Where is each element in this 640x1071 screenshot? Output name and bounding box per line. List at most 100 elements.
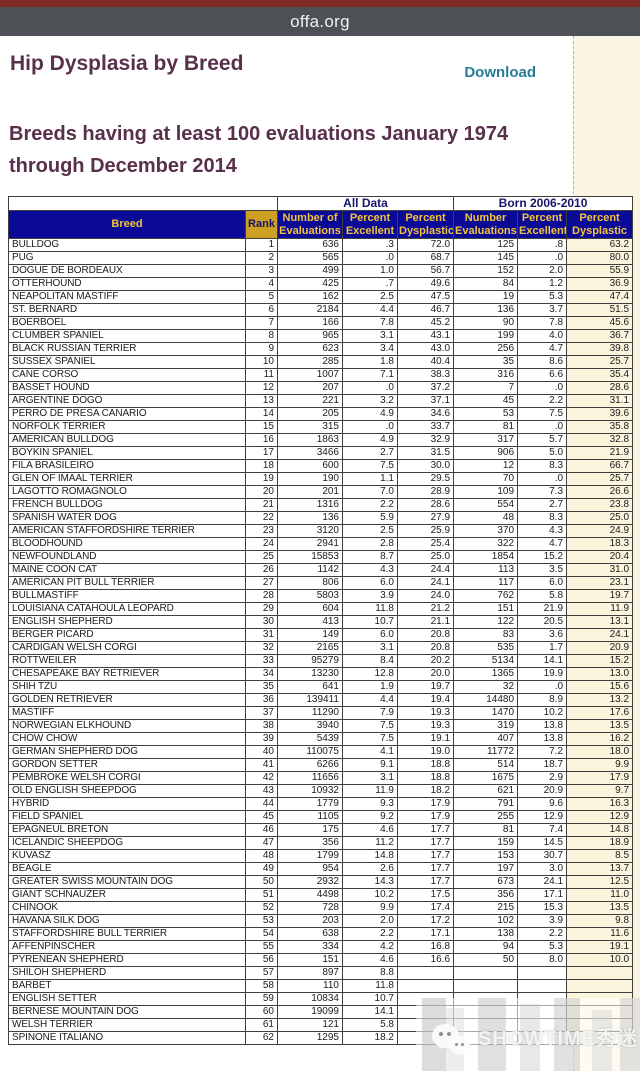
value-cell: 2.7	[517, 498, 568, 512]
breed-cell: BOERBOEL	[8, 316, 246, 330]
table-row: AMERICAN BULLDOG 16 1863 4.9 32.9 317 5.7 32.8	[8, 433, 634, 447]
breed-cell: GIANT SCHNAUZER	[8, 888, 246, 902]
value-cell: 27.9	[396, 511, 455, 525]
table-column-header-row: Breed Rank Number of Evaluations Percent…	[8, 210, 634, 239]
value-cell	[396, 966, 455, 980]
value-cell: 151	[277, 953, 343, 967]
value-cell: 6	[245, 303, 278, 317]
table-row: GIANT SCHNAUZER 51 4498 10.2 17.5 356 17.1 11.0	[8, 888, 634, 902]
value-cell: 151	[453, 602, 519, 616]
value-cell: 21	[245, 498, 278, 512]
value-cell: 125	[453, 238, 519, 252]
value-cell: 31.0	[566, 563, 634, 577]
table-caption: Breeds having at least 100 evaluations J…	[9, 123, 509, 177]
breed-cell: GORDON SETTER	[8, 758, 246, 772]
table-row: NORFOLK TERRIER 15 315.0 33.7 81.0 35.8	[8, 420, 634, 434]
value-cell: 197	[453, 862, 519, 876]
value-cell: 5.7	[517, 433, 568, 447]
value-cell: 5.3	[517, 940, 568, 954]
browser-url-bar[interactable]: offa.org	[0, 7, 640, 36]
breed-cell: CHINOOK	[8, 901, 246, 915]
value-cell: 72.0	[396, 238, 455, 252]
value-cell: 145	[453, 251, 519, 265]
breed-cell: BLACK RUSSIAN TERRIER	[8, 342, 246, 356]
value-cell: 7.5	[517, 407, 568, 421]
value-cell: .0	[342, 420, 398, 434]
value-cell: 19.3	[396, 706, 455, 720]
value-cell: 136	[277, 511, 343, 525]
breed-cell: CARDIGAN WELSH CORGI	[8, 641, 246, 655]
value-cell: 63.2	[566, 238, 634, 252]
value-cell: 565	[277, 251, 343, 265]
table-row: AMERICAN PIT BULL TERRIER 27 806 6.0 24.1 117…	[8, 576, 634, 590]
value-cell: 12.9	[517, 810, 568, 824]
value-cell: 19.4	[396, 693, 455, 707]
value-cell: 356	[277, 836, 343, 850]
value-cell: 4.3	[517, 524, 568, 538]
value-cell: 19.0	[396, 745, 455, 759]
value-cell: 12	[245, 381, 278, 395]
value-cell: 40.4	[396, 355, 455, 369]
value-cell: .0	[517, 381, 568, 395]
breed-cell: PYRENEAN SHEPHERD	[8, 953, 246, 967]
value-cell: 1470	[453, 706, 519, 720]
breed-cell: PEMBROKE WELSH CORGI	[8, 771, 246, 785]
breed-cell: LAGOTTO ROMAGNOLO	[8, 485, 246, 499]
breed-cell: PUG	[8, 251, 246, 265]
value-cell: 110075	[277, 745, 343, 759]
value-cell: 18	[245, 459, 278, 473]
value-cell: 28.6	[566, 381, 634, 395]
value-cell: 17	[245, 446, 278, 460]
breed-cell: HAVANA SILK DOG	[8, 914, 246, 928]
value-cell: 897	[277, 966, 343, 980]
value-cell: 48	[245, 849, 278, 863]
value-cell: 20.8	[396, 641, 455, 655]
watermark-bar	[520, 1004, 540, 1071]
value-cell: 17.4	[396, 901, 455, 915]
value-cell: 2	[245, 251, 278, 265]
value-cell: 21.9	[517, 602, 568, 616]
breed-cell: NORFOLK TERRIER	[8, 420, 246, 434]
value-cell: 203	[277, 914, 343, 928]
breed-cell: BERNESE MOUNTAIN DOG	[8, 1005, 246, 1019]
value-cell: 7.2	[517, 745, 568, 759]
value-cell: 31	[245, 628, 278, 642]
value-cell: 4.1	[342, 745, 398, 759]
value-cell: 17.9	[396, 810, 455, 824]
value-cell: 255	[453, 810, 519, 824]
watermark-bar	[478, 998, 506, 1071]
value-cell: 2.2	[342, 498, 398, 512]
value-cell: 7.5	[342, 459, 398, 473]
table-row: NEWFOUNDLAND 25 15853 8.7 25.0 1854 15.2 20.4	[8, 550, 634, 564]
value-cell: 2.0	[342, 914, 398, 928]
breed-cell: BEAGLE	[8, 862, 246, 876]
col-header-breed: Breed	[8, 210, 246, 239]
breed-cell: NEWFOUNDLAND	[8, 550, 246, 564]
value-cell: 12	[453, 459, 519, 473]
table-row: BARBET 58 110 11.8	[8, 979, 634, 993]
value-cell: 3.1	[342, 771, 398, 785]
value-cell: 139411	[277, 693, 343, 707]
table-row: OTTERHOUND 4 425.7 49.6 84 1.2 36.9	[8, 277, 634, 291]
value-cell: .8	[517, 238, 568, 252]
breed-cell: EPAGNEUL BRETON	[8, 823, 246, 837]
value-cell: 49	[245, 862, 278, 876]
value-cell: 8	[245, 329, 278, 343]
value-cell: 11656	[277, 771, 343, 785]
download-link[interactable]: Download	[464, 64, 536, 81]
value-cell: 15	[245, 420, 278, 434]
value-cell: 20.4	[566, 550, 634, 564]
breed-cell: FILA BRASILEIRO	[8, 459, 246, 473]
breed-cell: GERMAN SHEPHERD DOG	[8, 745, 246, 759]
breed-cell: HYBRID	[8, 797, 246, 811]
value-cell: 19.1	[566, 940, 634, 954]
breed-cell: ENGLISH SETTER	[8, 992, 246, 1006]
breed-cell: BASSET HOUND	[8, 381, 246, 395]
value-cell: 1365	[453, 667, 519, 681]
value-cell: 15853	[277, 550, 343, 564]
breed-cell: ARGENTINE DOGO	[8, 394, 246, 408]
value-cell: 28	[245, 589, 278, 603]
value-cell: 554	[453, 498, 519, 512]
value-cell: 83	[453, 628, 519, 642]
breed-cell: BULLMASTIFF	[8, 589, 246, 603]
